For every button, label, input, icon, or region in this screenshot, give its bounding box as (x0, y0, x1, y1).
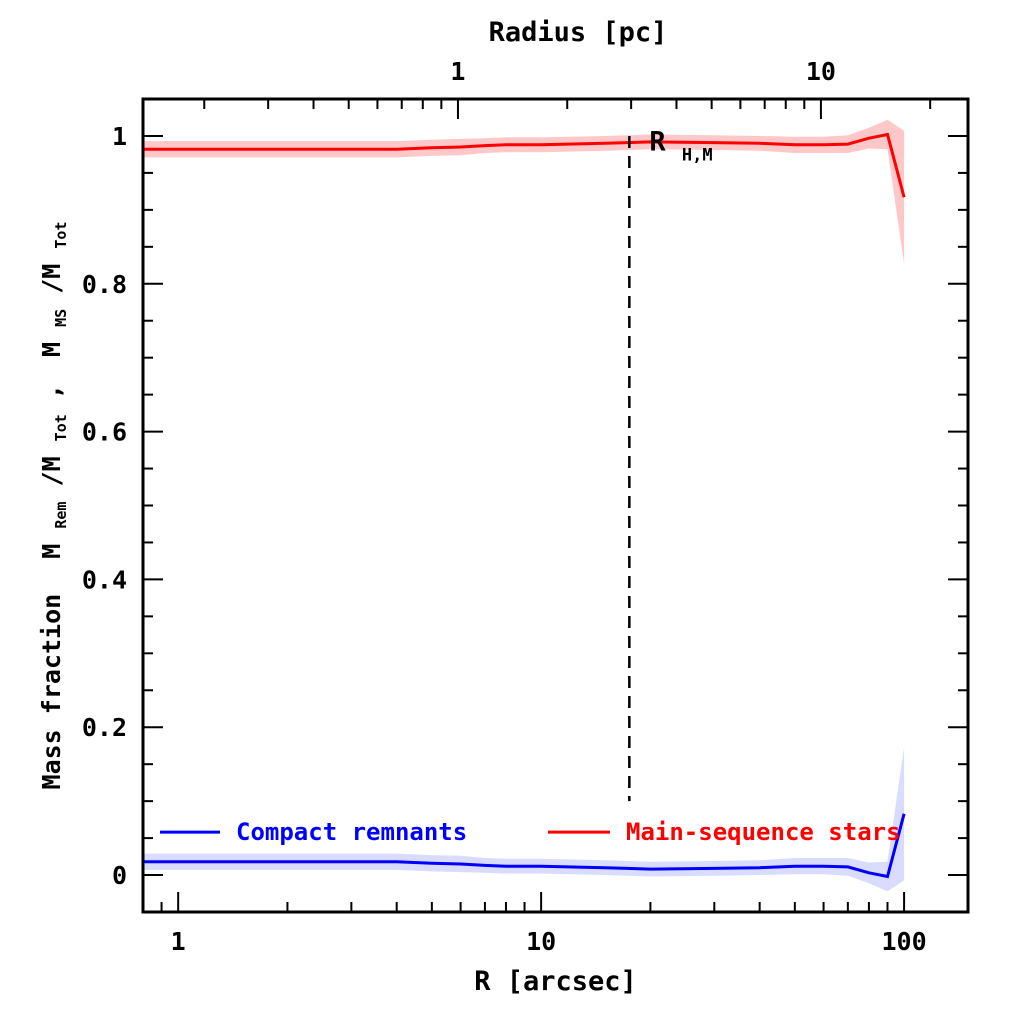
series-lines (143, 132, 906, 879)
axis-ticks (142, 98, 968, 912)
top-axis-label: Radius [pc] (489, 17, 668, 48)
y-tick-label: 0.8 (82, 270, 127, 299)
y-axis-label-ms-div: /M (37, 264, 66, 294)
x-axis-label: R [arcsec] (474, 966, 637, 997)
y-tick-label: 1 (112, 122, 127, 151)
y-axis-label-main: Mass fraction (37, 594, 66, 790)
uncertainty-band-0 (143, 747, 905, 892)
half-mass-radius-label: R H,M (649, 127, 712, 166)
y-axis-label-rem-sub: Rem (52, 502, 70, 529)
half-mass-radius-label-sub: H,M (682, 146, 713, 166)
top-tick-label: 1 (450, 57, 465, 86)
y-axis-label-rem-tot: Tot (52, 414, 70, 441)
y-axis-label-ms-sub: MS (52, 309, 70, 327)
y-tick-label: 0.6 (82, 418, 127, 447)
y-axis-label: Mass fraction M Rem /M Tot , M MS /M Tot (37, 222, 72, 790)
x-tick-label: 1 (171, 927, 186, 956)
uncertainty-band-1 (143, 119, 905, 264)
uncertainty-bands (143, 119, 905, 892)
half-mass-radius-label-main: R (649, 127, 666, 158)
plot-frame (141, 97, 970, 914)
legend: Compact remnants Main-sequence stars (160, 818, 901, 846)
y-axis-label-rem-m: M (37, 544, 66, 559)
x-tick-label: 100 (882, 927, 927, 956)
x-tick-label: 10 (526, 927, 556, 956)
y-axis-label-ms-m: M (37, 342, 66, 357)
y-tick-label: 0.2 (82, 713, 127, 742)
series-line-1 (143, 132, 906, 198)
y-axis-label-rem-div: /M (37, 456, 66, 486)
y-tick-label: 0.4 (82, 565, 127, 594)
legend-label-compact-remnants: Compact remnants (236, 818, 467, 846)
series-line-0 (143, 813, 906, 879)
top-tick-label: 10 (806, 57, 836, 86)
legend-label-main-sequence-stars: Main-sequence stars (626, 818, 901, 846)
y-axis-label-ms-tot: Tot (52, 222, 70, 249)
y-axis-label-sep: , (37, 384, 66, 399)
y-tick-label: 0 (112, 861, 127, 890)
